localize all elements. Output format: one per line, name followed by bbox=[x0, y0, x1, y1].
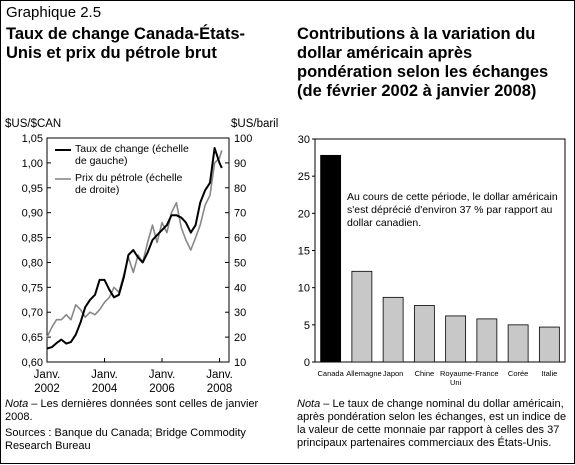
x-tick-label-month: Janv. bbox=[34, 369, 61, 381]
right-y-tick-label: 40 bbox=[234, 282, 246, 294]
sources-note: Sources : Banque du Canada; Bridge Commo… bbox=[5, 427, 246, 452]
x-tick-label-month: Janv. bbox=[206, 369, 233, 381]
legend-exchange-rate: Taux de change (échelle de gauche) bbox=[75, 143, 189, 167]
right-note: Nota – Le taux de change nominal du doll… bbox=[297, 398, 571, 450]
left-y-tick-label: 0,95 bbox=[22, 183, 43, 195]
right-y-tick-label: 20 bbox=[234, 332, 246, 344]
left-y-tick-label: 1,00 bbox=[22, 158, 43, 170]
bar-y-tick-label: 20 bbox=[298, 208, 310, 220]
x-tick-label-year: 2002 bbox=[34, 383, 60, 395]
bar-chine bbox=[413, 305, 435, 363]
bar-y-tick-label: 5 bbox=[304, 320, 310, 332]
legend-oil-price: Prix du pétrole (échelle de droite) bbox=[75, 172, 183, 196]
bar-allemagne bbox=[351, 270, 373, 363]
right-y-tick-label: 30 bbox=[234, 307, 246, 319]
bar-royaume-uni bbox=[445, 315, 467, 363]
bar-y-tick-label: 30 bbox=[298, 134, 310, 146]
x-tick-label-year: 2004 bbox=[92, 383, 118, 395]
x-tick-label-year: 2006 bbox=[149, 383, 175, 395]
bar-france bbox=[476, 318, 498, 363]
right-y-tick-label: 90 bbox=[234, 158, 246, 170]
x-tick-label-month: Janv. bbox=[149, 369, 176, 381]
oil-price-line bbox=[46, 150, 223, 338]
left-y-tick-label: 0,75 bbox=[22, 282, 43, 294]
bar-canada bbox=[320, 154, 342, 363]
bar-category-label: Corée bbox=[507, 369, 529, 378]
right-y-tick-label: 60 bbox=[234, 233, 246, 245]
left-y-tick-label: 0,65 bbox=[22, 332, 43, 344]
bar-category-label: Allemagne bbox=[346, 369, 382, 378]
left-y-tick-label: 0,90 bbox=[22, 208, 43, 220]
bar-y-tick-label: 15 bbox=[298, 246, 310, 258]
left-y-tick-label: 0,85 bbox=[22, 233, 43, 245]
bar-y-tick-label: 25 bbox=[298, 171, 310, 183]
right-y-tick-label: 50 bbox=[234, 257, 246, 269]
right-y-tick-label: 80 bbox=[234, 183, 246, 195]
bar-category-label: Chine bbox=[414, 369, 435, 378]
bar-y-tick-label: 0 bbox=[304, 357, 310, 369]
right-note-label: Nota bbox=[297, 398, 321, 410]
bar-cor-e bbox=[507, 324, 529, 363]
right-y-axis-unit: $US/baril bbox=[231, 118, 279, 130]
left-plot-frame bbox=[46, 137, 230, 363]
bar-chart-annotation: Au cours de cette période, le dollar amé… bbox=[347, 191, 558, 229]
right-y-tick-label: 100 bbox=[234, 133, 252, 145]
right-chart-title: Contributions à la variation du dollar a… bbox=[297, 25, 549, 100]
exchange-rate-line bbox=[46, 147, 223, 350]
right-y-tick-label: 10 bbox=[234, 357, 246, 369]
x-tick-label-month: Janv. bbox=[91, 369, 118, 381]
bar-category-label: Japon bbox=[382, 369, 404, 378]
bar-category-label: Italie bbox=[541, 369, 558, 378]
bar-category-label: Royaume-Uni bbox=[440, 369, 475, 387]
bar-italie bbox=[538, 326, 560, 363]
bar-japon bbox=[382, 296, 404, 363]
left-y-axis-unit: $US/$CAN bbox=[5, 118, 62, 130]
left-y-tick-label: 1,05 bbox=[22, 133, 43, 145]
bar-y-tick-label: 10 bbox=[298, 283, 310, 295]
left-note: Nota – Les dernières données sont celles… bbox=[5, 398, 277, 424]
bar-category-label: France bbox=[475, 369, 499, 378]
left-note-text: – Les dernières données sont celles de j… bbox=[5, 398, 259, 423]
x-tick-label-year: 2008 bbox=[207, 383, 233, 395]
left-y-tick-label: 0,60 bbox=[22, 357, 43, 369]
left-note-label: Nota bbox=[5, 398, 29, 410]
bar-category-label: Canada bbox=[317, 369, 344, 378]
left-y-tick-label: 0,80 bbox=[22, 257, 43, 269]
left-chart-title: Taux de change Canada-États-Unis et prix… bbox=[6, 25, 246, 62]
right-y-tick-label: 70 bbox=[234, 208, 246, 220]
right-note-text: – Le taux de change nominal du dollar am… bbox=[297, 398, 567, 449]
figure-label: Graphique 2.5 bbox=[6, 4, 102, 21]
left-y-tick-label: 0,70 bbox=[22, 307, 43, 319]
